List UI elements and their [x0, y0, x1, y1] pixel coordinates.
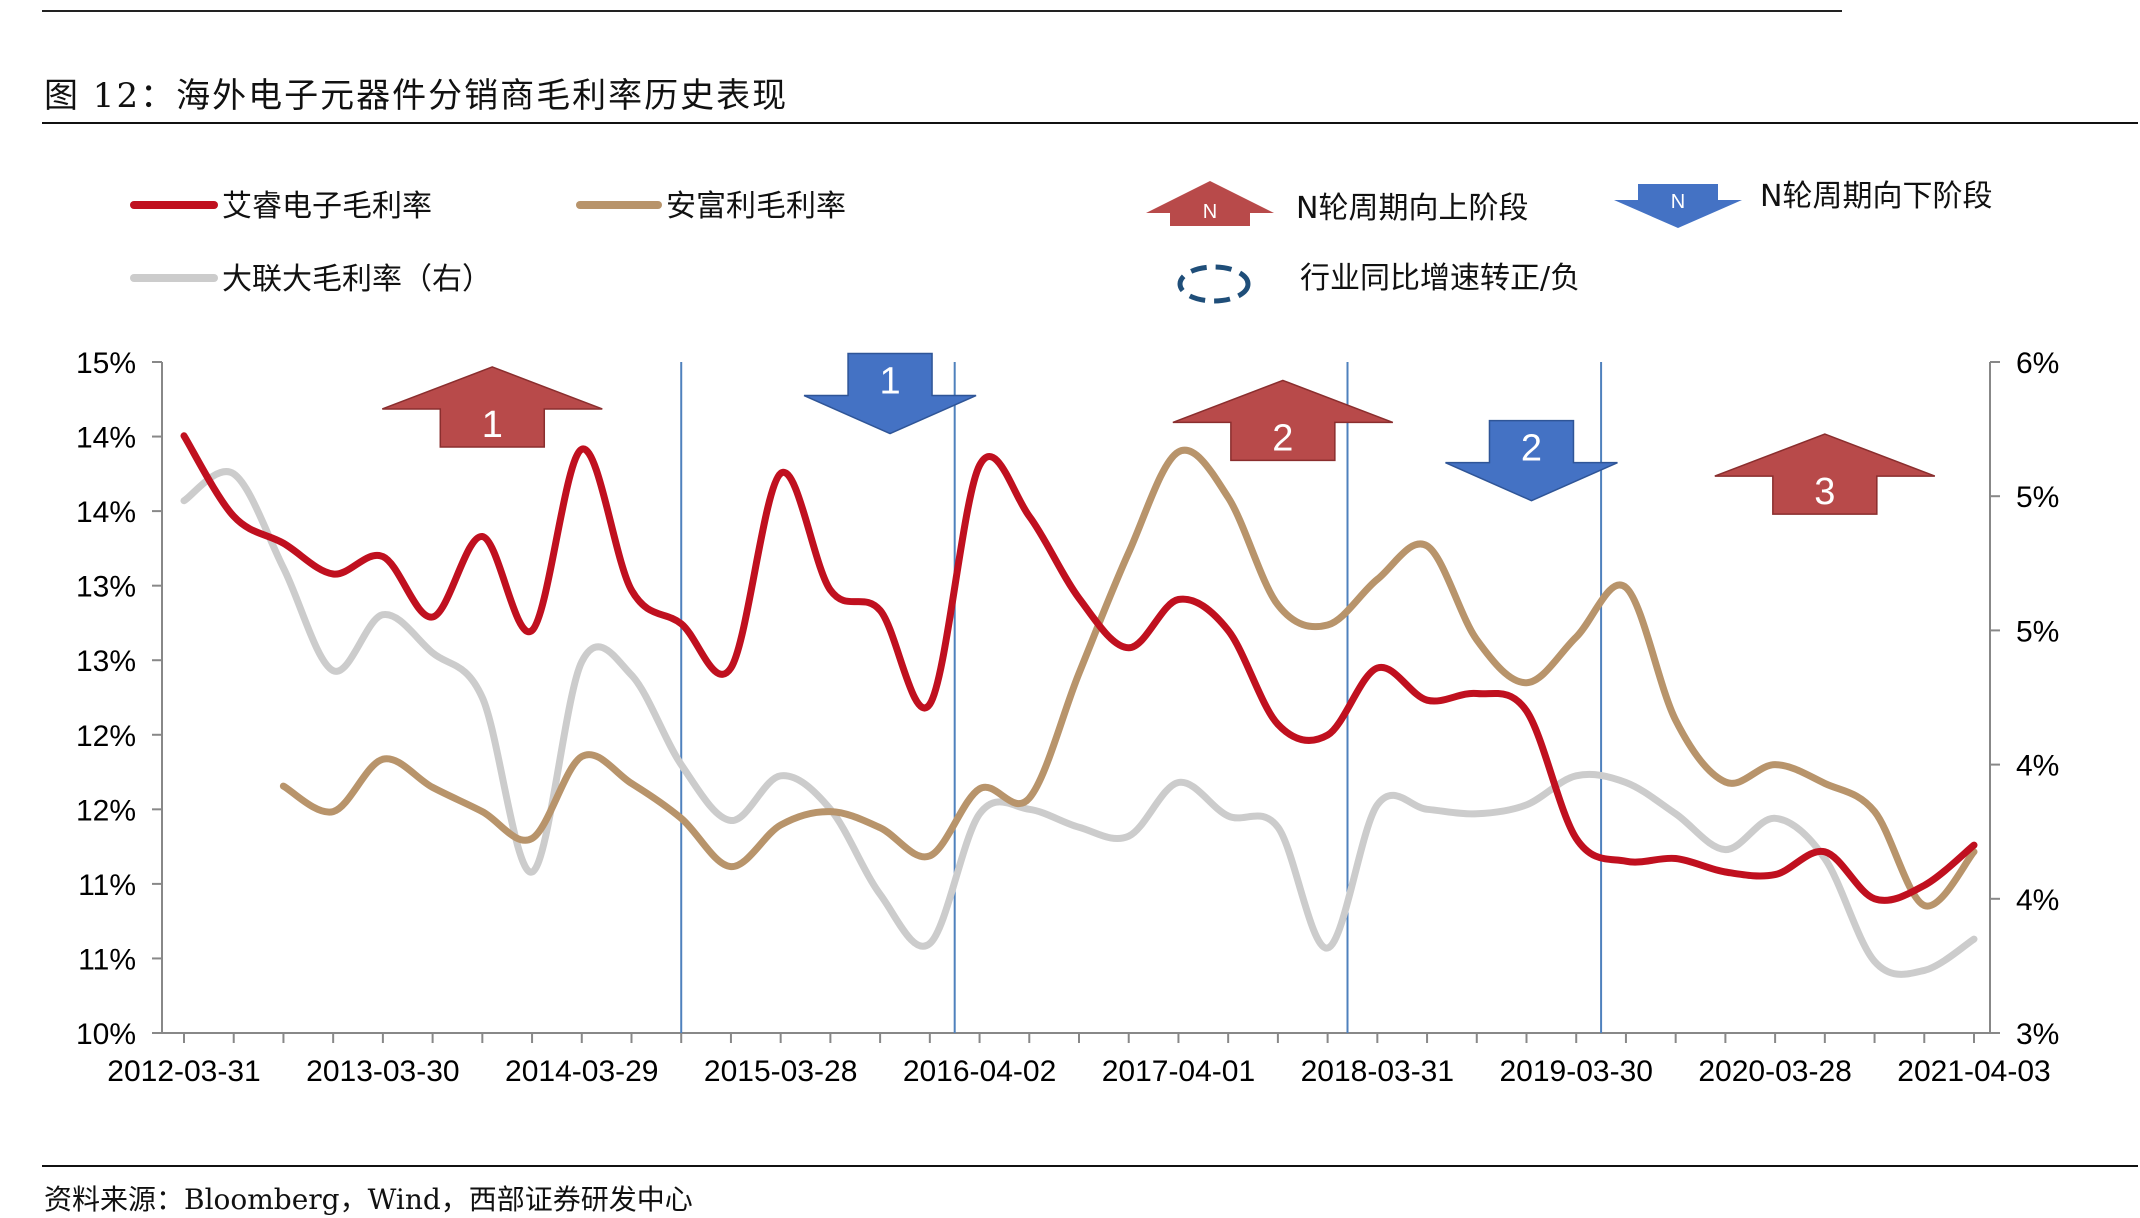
legend-up-arrow-icon	[1146, 181, 1274, 226]
series-line-wpg	[180, 468, 1978, 978]
left-y-tick-label: 10%	[76, 1018, 136, 1051]
title-rule	[42, 122, 2138, 124]
x-tick-label: 2016-04-02	[903, 1055, 1056, 1088]
series-line-arrow	[279, 446, 1978, 910]
left-y-tick-label: 13%	[76, 571, 136, 604]
legend-label-up: N轮周期向上阶段	[1296, 191, 1528, 226]
cycle-up-arrow: 1	[382, 366, 603, 448]
top-rule	[42, 0, 1842, 12]
x-tick-label: 2018-03-31	[1301, 1055, 1454, 1088]
cycle-arrow-label: 3	[1814, 471, 1835, 513]
margin-chart: 艾睿电子毛利率 安富利毛利率 大联大毛利率（右） N N轮周期向上阶段 N N轮…	[76, 179, 2059, 1088]
cycle-arrow-label: 1	[879, 361, 900, 403]
x-tick-label: 2013-03-30	[306, 1055, 459, 1088]
cycle-down-arrow: 2	[1445, 419, 1618, 502]
x-tick-label: 2021-04-03	[1897, 1055, 2050, 1088]
x-tick-label: 2014-03-29	[505, 1055, 658, 1088]
legend-down-arrow-icon	[1614, 184, 1742, 228]
legend-up-arrow-marker: N	[1203, 201, 1217, 223]
right-y-tick-label: 5%	[2016, 615, 2059, 648]
left-y-tick-label: 14%	[76, 422, 136, 455]
down-arrow-icon	[803, 352, 977, 435]
tick-labels: 10% 11% 11% 12% 12% 13% 13% 14% 14% 15% 3% 4% 4% 5% 5%…	[76, 347, 2059, 1088]
left-y-tick-label: 14%	[76, 496, 136, 529]
cycle-up-arrow: 3	[1714, 433, 1936, 515]
right-y-tick-label: 6%	[2016, 347, 2059, 380]
legend-turn-icon	[1177, 264, 1251, 304]
cycle-arrow-label: 1	[482, 404, 503, 446]
legend-down-arrow-marker: N	[1671, 191, 1685, 213]
right-y-tick-label: 5%	[2016, 481, 2059, 514]
bottom-rule	[42, 1165, 2138, 1167]
left-y-tick-label: 11%	[78, 943, 136, 976]
legend-label-arrow: 安富利毛利率	[666, 189, 846, 224]
right-y-tick-label: 3%	[2016, 1018, 2059, 1051]
right-y-tick-label: 4%	[2016, 884, 2059, 917]
cycle-up-arrow: 2	[1172, 379, 1394, 462]
figure-title: 图 12：海外电子元器件分销商毛利率历史表现	[44, 76, 789, 116]
x-tick-label: 2015-03-28	[704, 1055, 857, 1088]
axes	[161, 362, 1991, 1034]
legend-label-down: N轮周期向下阶段	[1760, 179, 1992, 214]
left-y-tick-label: 15%	[76, 347, 136, 380]
series-line-avnet	[180, 432, 1978, 904]
left-y-tick-label: 12%	[76, 720, 136, 753]
up-arrow-icon	[1172, 379, 1394, 462]
x-tick-label: 2020-03-28	[1698, 1055, 1851, 1088]
legend-label-wpg: 大联大毛利率（右）	[222, 262, 492, 297]
up-arrow-icon	[1714, 433, 1936, 515]
left-y-tick-label: 13%	[76, 645, 136, 678]
cycle-arrow-label: 2	[1521, 428, 1542, 470]
legend-label-avnet: 艾睿电子毛利率	[222, 189, 432, 224]
axis-ticks	[152, 361, 2000, 1043]
source-note: 资料来源：Bloomberg，Wind，西部证券研发中心	[44, 1183, 693, 1216]
x-tick-label: 2017-04-01	[1102, 1055, 1255, 1088]
series-lines	[180, 432, 1978, 978]
left-y-tick-label: 11%	[78, 869, 136, 902]
up-arrow-icon	[382, 366, 603, 448]
x-tick-label: 2019-03-30	[1499, 1055, 1652, 1088]
left-y-tick-label: 12%	[76, 794, 136, 827]
right-y-tick-label: 4%	[2016, 750, 2059, 783]
down-arrow-icon	[1445, 419, 1618, 502]
legend: 艾睿电子毛利率 安富利毛利率 大联大毛利率（右） N N轮周期向上阶段 N N轮…	[130, 179, 1992, 304]
cycle-down-arrow: 1	[803, 352, 977, 435]
x-tick-label: 2012-03-31	[107, 1055, 260, 1088]
cycle-arrow-label: 2	[1272, 417, 1293, 459]
legend-label-turn: 行业同比增速转正/负	[1300, 261, 1580, 296]
turn-lines	[680, 362, 1603, 1033]
cycle-arrows: 1 1 2 2 3	[382, 352, 1936, 515]
